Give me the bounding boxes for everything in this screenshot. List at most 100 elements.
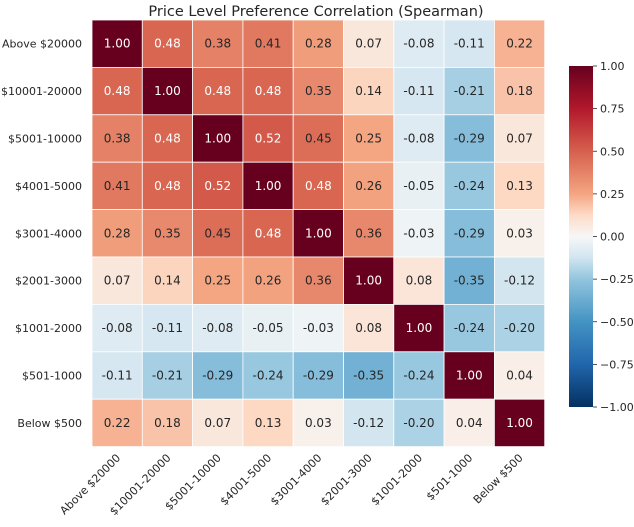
cell-value-label: -0.29 (454, 226, 485, 240)
chart-title: Price Level Preference Correlation (Spea… (148, 4, 483, 20)
y-tick-label: $4001-5000 (15, 180, 82, 193)
heatmap-cell (343, 256, 395, 305)
cell-value-label: 0.03 (506, 226, 533, 240)
cell-value-label: 0.48 (255, 226, 282, 240)
cell-value-label: -0.08 (403, 132, 434, 146)
colorbar-tick-label: 0.25 (600, 188, 625, 201)
cell-value-label: 0.45 (204, 226, 231, 240)
cell-value-label: -0.05 (403, 179, 434, 193)
cell-value-label: 1.00 (456, 369, 483, 383)
cell-value-label: 0.28 (305, 37, 332, 51)
heatmap-cell (141, 303, 194, 353)
cell-value-label: 0.18 (506, 84, 533, 98)
heatmap-cell (141, 114, 194, 163)
cell-value-label: 0.22 (104, 416, 131, 430)
heatmap-cell (443, 19, 495, 68)
cell-value-label: -0.21 (152, 369, 183, 383)
heatmap-cell (141, 256, 194, 305)
y-tick-label: $2001-3000 (15, 275, 82, 288)
cell-value-label: 1.00 (204, 132, 231, 146)
cell-value-label: 0.52 (255, 132, 282, 146)
cell-value-label: 0.14 (355, 84, 382, 98)
y-tick-label: $10001-20000 (1, 85, 82, 98)
cell-value-label: -0.05 (253, 321, 284, 335)
cell-value-label: 0.07 (204, 416, 231, 430)
cell-value-label: 0.13 (506, 179, 533, 193)
cell-value-label: 0.08 (406, 274, 433, 288)
cell-value-label: 0.14 (154, 274, 181, 288)
x-tick-label: $501-1000 (424, 452, 476, 504)
cell-value-label: -0.08 (403, 37, 434, 51)
cell-value-label: 0.35 (154, 226, 181, 240)
heatmap-cell (91, 256, 143, 305)
heatmap-cell (443, 256, 495, 305)
cell-value-label: 1.00 (355, 274, 382, 288)
colorbar-tick-label: −0.75 (600, 358, 634, 371)
cell-value-label: -0.11 (152, 321, 183, 335)
cell-value-label: 1.00 (255, 179, 282, 193)
colorbar-tick-label: 0.00 (600, 231, 625, 244)
cell-value-label: -0.20 (504, 321, 535, 335)
x-tick-label: $4001-5000 (218, 452, 275, 509)
heatmap-cell (242, 256, 294, 305)
cell-value-label: 1.00 (506, 416, 533, 430)
heatmap-cell (91, 303, 143, 353)
heatmap-cell (343, 398, 395, 448)
x-axis-tick-labels: Above $20000$10001-20000$5001-10000$4001… (57, 452, 525, 518)
heatmap-cell (393, 398, 445, 448)
heatmap-cell (292, 351, 344, 400)
cell-value-label: 0.03 (305, 416, 332, 430)
cell-value-label: 0.25 (355, 132, 382, 146)
cell-value-label: 0.04 (506, 369, 533, 383)
heatmap-cell (91, 209, 143, 258)
cell-value-label: 0.26 (255, 274, 282, 288)
cell-value-label: 0.38 (204, 37, 231, 51)
cell-value-label: -0.03 (303, 321, 334, 335)
cell-value-label: -0.24 (454, 179, 485, 193)
cell-value-label: -0.29 (454, 132, 485, 146)
cell-value-label: 0.04 (456, 416, 483, 430)
cell-value-label: -0.11 (403, 84, 434, 98)
heatmap-cell (292, 114, 344, 163)
cell-value-label: -0.24 (454, 321, 485, 335)
cell-value-label: 0.07 (355, 37, 382, 51)
heatmap-cell (141, 19, 194, 68)
heatmap-cell (493, 67, 546, 116)
x-tick-label: $1001-2000 (369, 452, 426, 509)
cell-value-label: -0.08 (102, 321, 133, 335)
heatmap-cell (192, 67, 244, 116)
cell-value-label: 0.45 (305, 132, 332, 146)
heatmap-cell (292, 398, 344, 448)
cell-value-label: 1.00 (154, 84, 181, 98)
cell-value-label: 0.41 (104, 179, 131, 193)
colorbar-tick-label: −0.50 (600, 316, 634, 329)
heatmap-cell (141, 161, 194, 210)
heatmap-cell (91, 114, 143, 163)
heatmap-cell (91, 398, 143, 448)
cell-value-label: 0.48 (154, 132, 181, 146)
colorbar-ticks: 1.00 0.75 0.50 0.25 0.00 −0.25 −0.50 −0.75 −1.00 (593, 60, 634, 414)
y-axis-tick-labels: Above $20000 $10001-20000 $5001-10000 $4001… (1, 38, 82, 430)
heatmap-cell (493, 114, 546, 163)
cell-value-label: 1.00 (406, 321, 433, 335)
heatmap-cell (192, 256, 244, 305)
cell-value-label: -0.29 (202, 369, 233, 383)
colorbar-tick-label: −0.25 (600, 273, 634, 286)
heatmap-cell (91, 351, 143, 400)
colorbar-tick-label: 0.75 (600, 103, 625, 116)
y-tick-label: $3001-4000 (15, 227, 82, 240)
cell-value-label: -0.03 (403, 226, 434, 240)
cell-value-label: 0.48 (305, 179, 332, 193)
cell-value-label: 0.13 (255, 416, 282, 430)
heatmap-cell (443, 67, 495, 116)
colorbar: 1.00 0.75 0.50 0.25 0.00 −0.25 −0.50 −0.75 −1.00 (569, 60, 634, 414)
heatmap-cell (91, 67, 143, 116)
heatmap-cell (292, 256, 344, 305)
heatmap-cell (493, 398, 546, 448)
heatmap-cell (192, 19, 244, 68)
heatmap-cell (242, 161, 294, 210)
heatmap-cell (493, 351, 546, 400)
cell-value-label: 0.35 (305, 84, 332, 98)
cell-value-label: 0.48 (104, 84, 131, 98)
